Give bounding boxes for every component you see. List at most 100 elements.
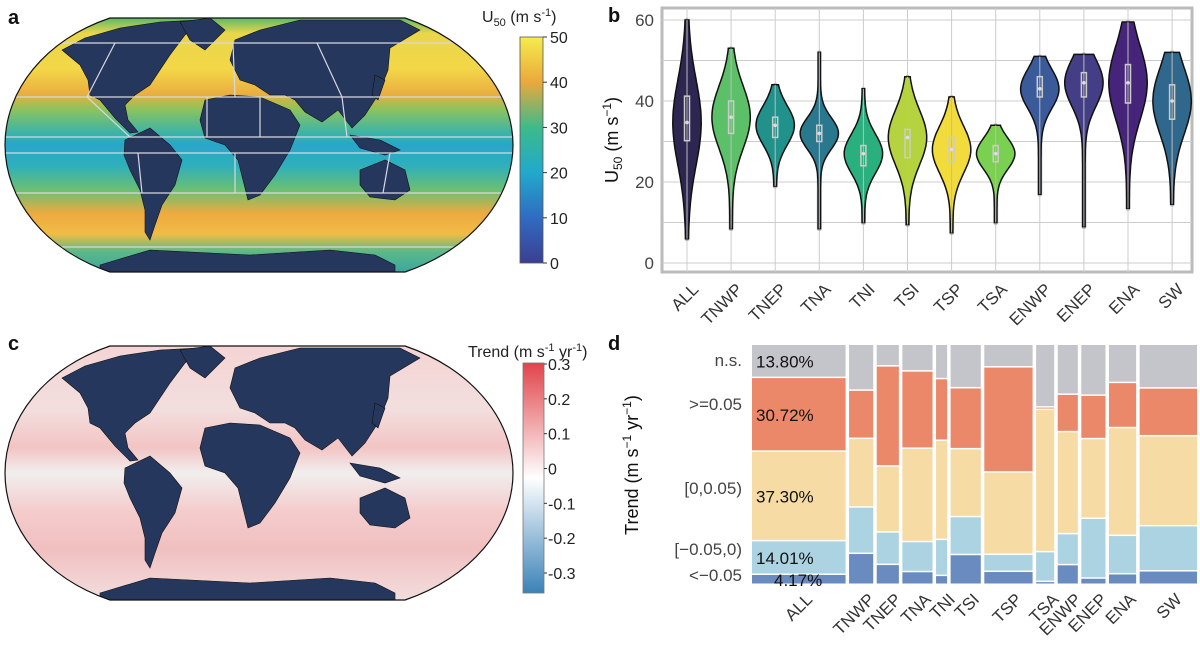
x-tick-label: TSA: [974, 279, 1011, 316]
segment-3: [1108, 383, 1137, 427]
x-tick-label: TNEP: [745, 280, 790, 325]
segment-1: [1081, 519, 1106, 578]
segment-0: [1108, 574, 1137, 584]
segment-0: [752, 574, 846, 584]
segment-3: [1057, 394, 1078, 431]
segment-2: [1108, 428, 1137, 535]
segment-2: [902, 448, 933, 541]
colorbar-tick-label: 0.1: [548, 427, 570, 444]
mosaic-column-enwp: [1057, 345, 1078, 584]
u50-colorbar: U50 (m s-1) 50 40 30 20 10 0: [482, 7, 568, 273]
segment-4: [1108, 345, 1137, 382]
segment-2: [1081, 439, 1106, 518]
segment-3: [1036, 407, 1055, 409]
segment-3: [936, 379, 948, 440]
iqr-box: [1080, 71, 1088, 98]
segment-0: [1057, 565, 1078, 584]
mosaic-column-tsa: [1036, 345, 1055, 584]
percent-label: 30.72%: [756, 406, 814, 425]
mosaic-column-tnep: [876, 345, 899, 584]
y-tick-label: 40: [635, 92, 654, 111]
iqr-box: [992, 144, 999, 163]
mosaic-column-all: [752, 345, 846, 584]
panel-a-label: a: [8, 7, 20, 29]
segment-3: [984, 367, 1033, 472]
segment-4: [984, 345, 1033, 367]
iqr-box: [1036, 75, 1044, 98]
colorbar-tick-label: 30: [550, 120, 568, 137]
segment-2: [1057, 432, 1078, 533]
segment-2: [1139, 436, 1197, 525]
segment-0: [849, 554, 874, 584]
percent-label: 37.30%: [756, 488, 814, 507]
x-tick-label: ENA: [1102, 589, 1141, 628]
median-marker: [773, 123, 777, 128]
median-marker: [905, 135, 910, 140]
segment-2: [984, 472, 1033, 554]
x-tick-label: TNWP: [698, 280, 747, 329]
segment-0: [984, 572, 1033, 584]
class-label: n.s.: [715, 351, 742, 370]
median-marker: [685, 120, 689, 125]
segment-3: [1139, 388, 1197, 435]
colorbar-tick-label: -0.1: [548, 496, 576, 513]
panel-c-label: c: [8, 333, 19, 355]
segment-4: [752, 345, 846, 377]
segment-4: [936, 345, 948, 378]
iqr-box: [771, 116, 779, 139]
median-marker: [949, 147, 954, 152]
colorbar-title: U50 (m s-1): [482, 7, 556, 29]
iqr-box: [683, 95, 691, 142]
region-boundaries: [5, 42, 513, 248]
median-marker: [1170, 99, 1174, 103]
segment-2: [1036, 410, 1055, 551]
segment-2: [849, 439, 874, 507]
mosaic-column-tna: [902, 345, 933, 584]
segment-0: [902, 572, 933, 584]
y-tick-label: 20: [635, 173, 654, 192]
class-label: <−0.05: [689, 566, 742, 585]
x-tick-label: ALL: [667, 280, 702, 315]
segment-4: [1057, 345, 1078, 394]
percent-label: 13.80%: [756, 353, 814, 372]
y-tick-label: 60: [635, 11, 654, 30]
segment-2: [876, 466, 899, 532]
segment-2: [752, 451, 846, 540]
median-marker: [1038, 87, 1042, 91]
segment-1: [950, 517, 981, 554]
colorbar-tick-label: 0.3: [548, 357, 570, 374]
x-tick-label: SW: [1155, 280, 1188, 313]
mosaic-column-tsp: [984, 345, 1033, 584]
colorbar-tick-label: 0: [548, 462, 557, 479]
segment-4: [1036, 345, 1055, 407]
trend-map: [4, 345, 514, 601]
segment-2: [936, 441, 948, 539]
x-tick-label: TSI: [891, 280, 923, 312]
trend-colorbar: Trend (m s-1 yr-1) 0.3 0.2 0.1 0 -0.1 -0.2 -0.…: [468, 342, 587, 594]
segment-4: [849, 345, 874, 390]
x-tick-label: ENEP: [1053, 280, 1099, 326]
y-tick-label: 0: [645, 254, 654, 273]
segment-0: [1036, 582, 1055, 584]
colorbar-title: Trend (m s-1 yr-1): [468, 342, 587, 361]
mosaic-column-enep: [1081, 345, 1106, 584]
mosaic-chart: 4.17%14.01%37.30%30.72%13.80%ALL TNWPTNEP…: [674, 345, 1197, 639]
x-tick-label: TSP: [989, 590, 1026, 627]
segment-1: [936, 540, 948, 575]
percent-label: 14.01%: [756, 549, 814, 568]
segment-4: [1081, 345, 1106, 395]
median-marker: [993, 151, 998, 156]
segment-3: [902, 371, 933, 448]
segment-4: [1139, 345, 1197, 388]
segment-0: [950, 555, 981, 584]
segment-1: [1057, 534, 1078, 564]
iqr-box: [948, 136, 955, 163]
y-axis-label: Trend (m s−1 yr−1): [620, 395, 642, 535]
iqr-box: [727, 100, 735, 135]
segment-3: [876, 366, 899, 466]
mosaic-column-tsi: [950, 345, 981, 584]
x-tick-label: TNI: [846, 280, 879, 313]
median-marker: [729, 115, 733, 119]
segment-3: [950, 388, 981, 448]
